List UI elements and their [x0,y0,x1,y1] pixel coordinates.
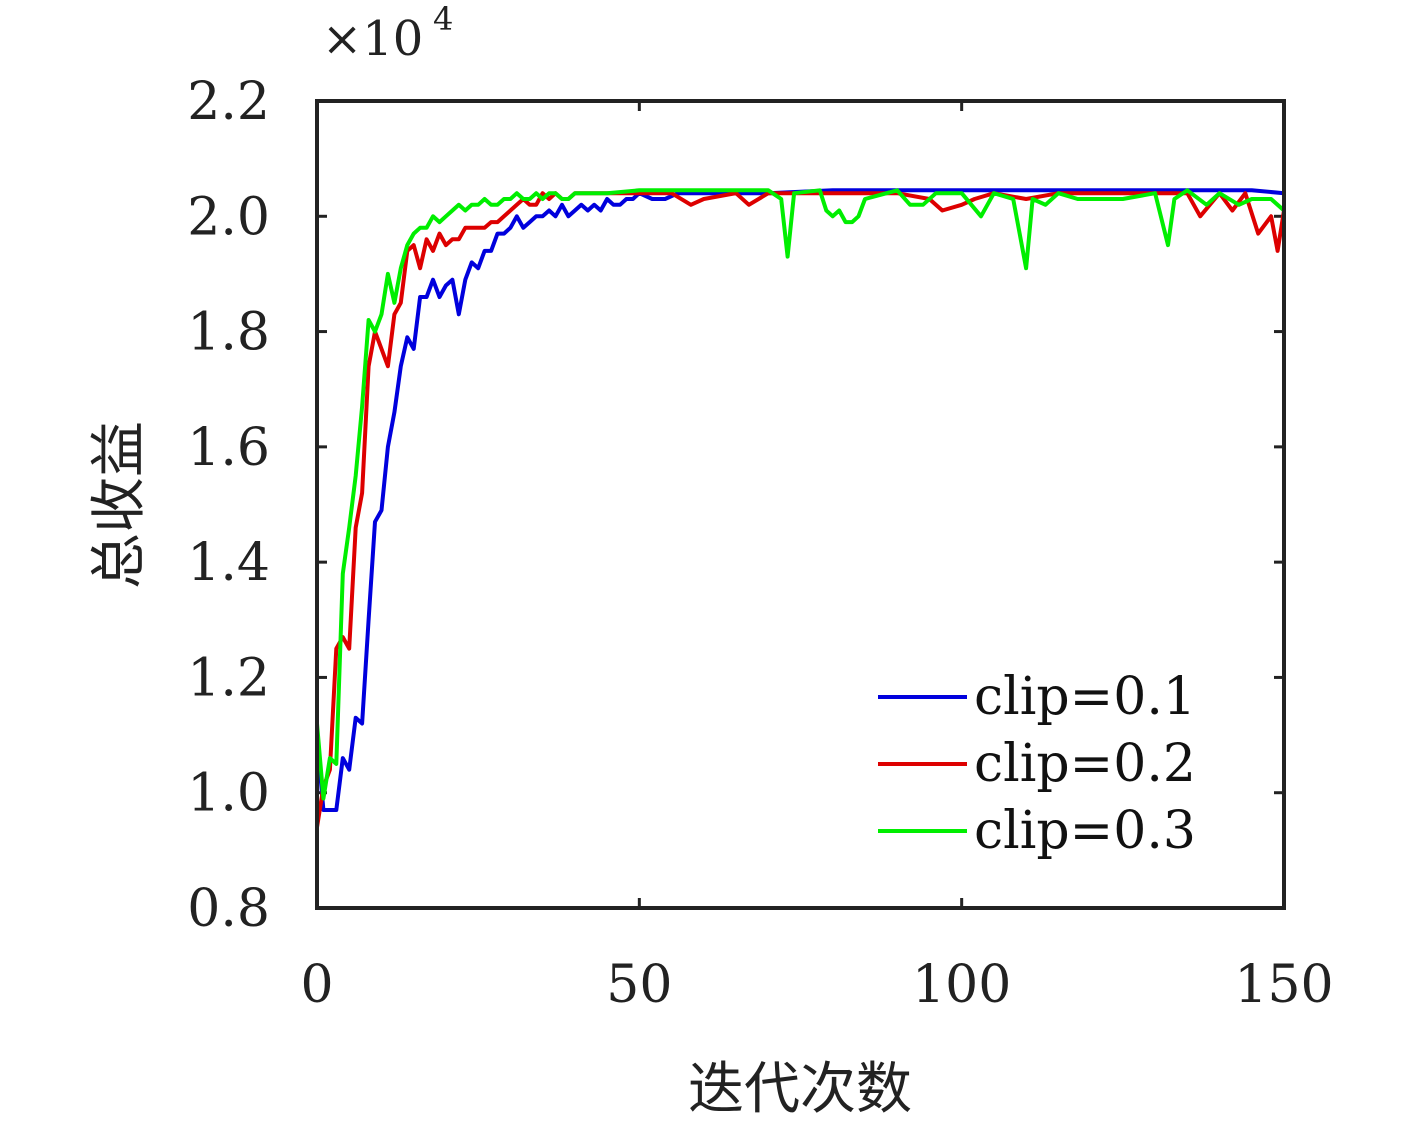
legend-label-clip-0-2: clip=0.2 [974,734,1196,794]
y-tick-label: 2.0 [187,187,270,247]
y-axis-multiplier-exponent: 4 [433,0,453,38]
x-tick-label: 150 [1234,955,1333,1015]
x-axis-title: 迭代次数 [688,1057,912,1122]
y-axis-multiplier-base: ×10 [322,11,423,67]
legend-label-clip-0-3: clip=0.3 [974,801,1196,861]
y-tick-label: 1.4 [187,533,270,593]
y-tick-label: 2.2 [187,72,270,132]
y-axis-multiplier: ×10 4 [322,0,453,67]
legend: clip=0.1 clip=0.2 clip=0.3 [878,667,1196,861]
y-tick-label: 0.8 [187,879,270,939]
tick-layer: 0 50 100 150 0.8 1.0 1.2 1.4 1.6 1.8 2.0 2.2 [187,72,1333,1015]
y-tick-label: 1.6 [187,418,270,478]
series-layer [315,188,1286,828]
y-tick-label: 1.0 [187,764,270,824]
x-tick-label: 100 [912,955,1011,1015]
x-tick-label: 50 [606,955,672,1015]
y-tick-label: 1.8 [187,303,270,363]
legend-label-clip-0-1: clip=0.1 [974,667,1196,727]
series-line-clip-0-3 [315,188,1286,801]
y-tick-label: 1.2 [187,648,270,708]
y-axis-title: 总收益 [87,421,152,589]
plot-frame [315,99,1286,910]
series-line-clip-0-1 [315,188,1285,812]
x-tick-label: 0 [300,955,333,1015]
